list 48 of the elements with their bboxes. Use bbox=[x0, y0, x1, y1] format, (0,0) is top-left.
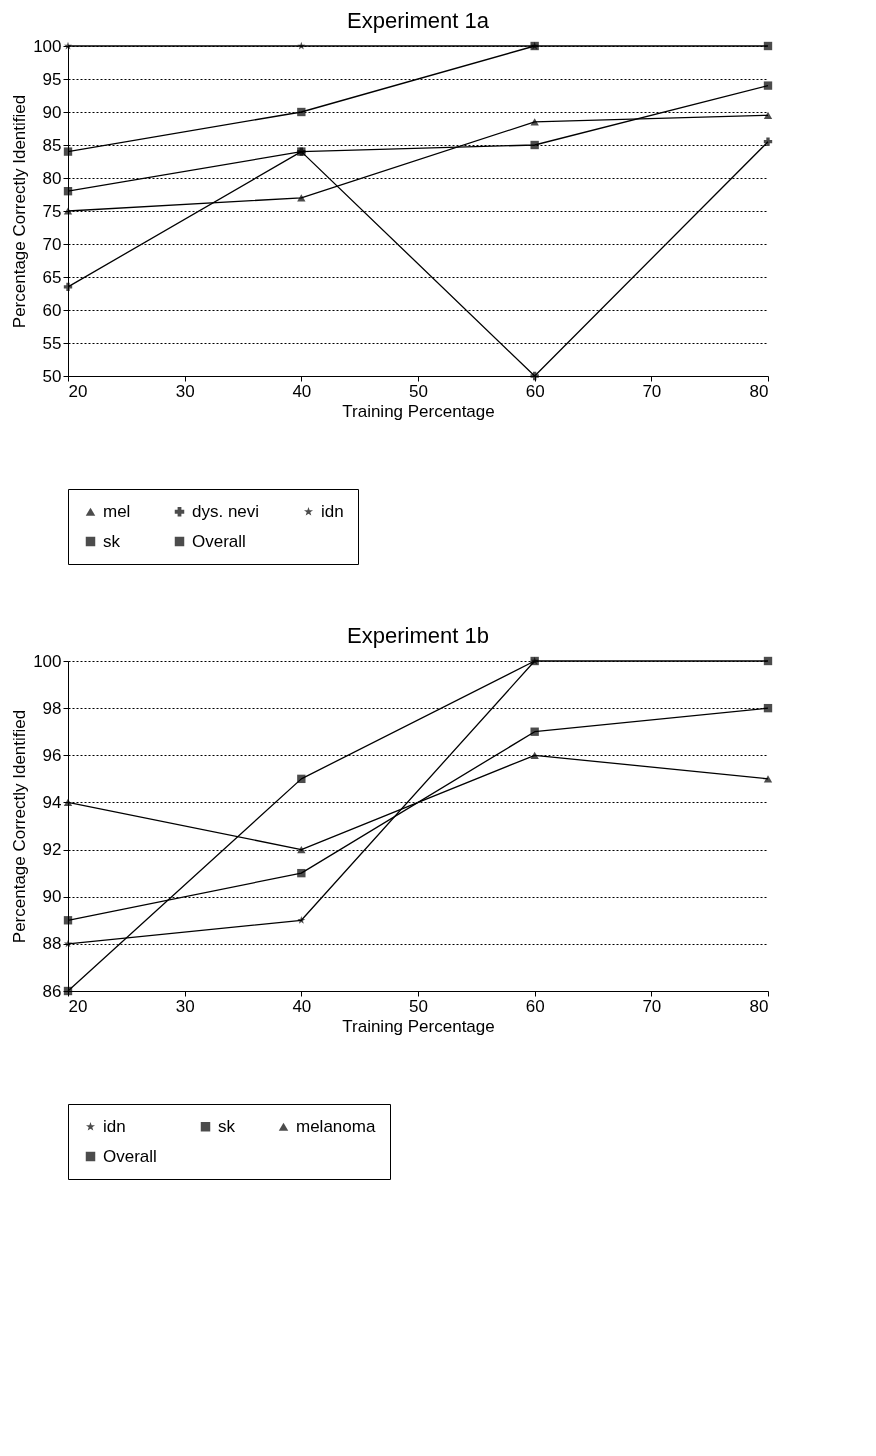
y-tick-label: 55 bbox=[42, 333, 62, 353]
x-tick-label: 60 bbox=[525, 381, 545, 401]
y-tick-label: 80 bbox=[42, 168, 62, 188]
y-axis-title: Percentage Correctly Identified bbox=[10, 709, 30, 944]
x-tick-label: 50 bbox=[409, 381, 428, 401]
x-axis-title: Training Percentage bbox=[342, 401, 495, 421]
x-tick-label: 60 bbox=[525, 996, 545, 1016]
y-tick-label: 95 bbox=[42, 69, 62, 89]
y-tick-label: 96 bbox=[42, 745, 62, 765]
y-tick-label: 92 bbox=[42, 840, 62, 860]
x-tick-label: 40 bbox=[292, 381, 312, 401]
chart-title: Experiment 1a bbox=[347, 8, 490, 33]
x-tick-label: 20 bbox=[68, 996, 88, 1016]
y-tick-label: 98 bbox=[42, 698, 62, 718]
y-tick-label: 100 bbox=[33, 36, 62, 56]
legend-label: idn bbox=[103, 1116, 126, 1136]
x-tick-label: 70 bbox=[642, 381, 662, 401]
y-tick-label: 75 bbox=[42, 201, 62, 221]
x-tick-label: 30 bbox=[175, 996, 195, 1016]
x-tick-label: 20 bbox=[68, 381, 88, 401]
y-tick-label: 100 bbox=[33, 651, 62, 671]
legend-label: melanoma bbox=[296, 1116, 376, 1136]
x-tick-label: 30 bbox=[175, 381, 195, 401]
legend-label: sk bbox=[218, 1116, 236, 1136]
legend-label: sk bbox=[103, 531, 121, 551]
y-tick-label: 90 bbox=[42, 102, 62, 122]
x-tick-label: 80 bbox=[749, 381, 769, 401]
y-tick-label: 85 bbox=[42, 135, 62, 155]
legend-label: mel bbox=[103, 501, 131, 521]
x-tick-label: 50 bbox=[409, 996, 428, 1016]
x-tick-label: 80 bbox=[749, 996, 769, 1016]
chart-title: Experiment 1b bbox=[347, 623, 489, 648]
y-tick-label: 86 bbox=[42, 981, 62, 1001]
y-tick-label: 50 bbox=[42, 366, 62, 386]
y-tick-label: 70 bbox=[42, 234, 62, 254]
y-tick-label: 60 bbox=[42, 300, 62, 320]
legend-label: idn bbox=[321, 501, 344, 521]
legend-label: Overall bbox=[103, 1146, 157, 1166]
y-tick-label: 90 bbox=[42, 887, 62, 907]
y-tick-label: 94 bbox=[42, 792, 62, 812]
y-tick-label: 65 bbox=[42, 267, 62, 287]
x-axis-title: Training Percentage bbox=[342, 1016, 495, 1036]
x-tick-label: 40 bbox=[292, 996, 312, 1016]
y-tick-label: 88 bbox=[42, 934, 62, 954]
legend-label: dys. nevi bbox=[192, 501, 260, 521]
legend-label: Overall bbox=[192, 531, 246, 551]
y-axis-title: Percentage Correctly Identified bbox=[10, 94, 30, 329]
x-tick-label: 70 bbox=[642, 996, 662, 1016]
